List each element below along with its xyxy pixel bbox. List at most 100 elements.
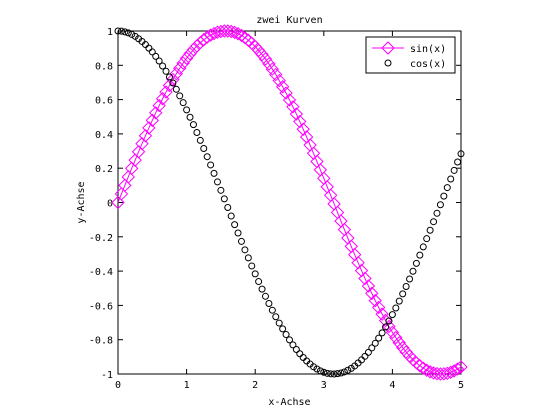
data-point-sin-x (231, 27, 245, 41)
y-tick-label: -0.2 (89, 233, 113, 244)
chart-title: zwei Kurven (256, 15, 322, 26)
data-point-cos-x (323, 369, 331, 377)
y-axis-label: y-Achse (76, 181, 87, 223)
data-point-cos-x (440, 192, 448, 200)
y-tick-label: 0 (107, 199, 113, 210)
data-point-cos-x (241, 246, 249, 254)
data-point-sin-x (361, 279, 376, 293)
y-tick-label: 0.2 (95, 164, 113, 175)
data-point-sin-x (210, 25, 225, 39)
data-point-cos-x (416, 251, 424, 259)
data-point-cos-x (392, 304, 400, 312)
legend-marker-sin-x (381, 41, 395, 55)
data-point-sin-x (296, 122, 310, 136)
y-tick-label: -1 (101, 370, 113, 381)
data-point-cos-x (114, 27, 122, 35)
data-point-cos-x (409, 267, 417, 275)
data-point-sin-x (183, 47, 197, 61)
data-point-cos-x (296, 350, 304, 358)
data-point-sin-x (262, 57, 276, 71)
data-point-cos-x (412, 259, 420, 267)
data-point-cos-x (251, 270, 259, 278)
y-tick-label: 0.4 (95, 130, 113, 141)
data-point-cos-x (210, 169, 218, 177)
data-point-sin-x (293, 114, 307, 129)
data-point-cos-x (200, 144, 208, 152)
data-point-cos-x (364, 348, 372, 356)
data-point-cos-x (117, 27, 125, 35)
series-sin-x (111, 24, 468, 381)
data-point-sin-x (423, 365, 437, 379)
data-point-sin-x (238, 30, 252, 45)
data-point-sin-x (186, 42, 201, 57)
data-point-sin-x (437, 367, 451, 381)
data-point-cos-x (231, 221, 239, 229)
data-point-cos-x (159, 62, 167, 70)
data-point-cos-x (227, 212, 235, 220)
data-point-sin-x (258, 52, 273, 66)
x-tick-label: 2 (252, 380, 258, 391)
data-point-sin-x (416, 361, 430, 375)
data-point-sin-x (224, 24, 238, 39)
x-axis-label: x-Achse (268, 397, 310, 408)
data-point-cos-x (313, 365, 321, 373)
data-point-cos-x (419, 243, 427, 251)
data-point-sin-x (169, 66, 184, 81)
data-point-sin-x (358, 271, 372, 286)
data-point-cos-x (169, 79, 177, 87)
data-point-cos-x (172, 85, 180, 93)
data-point-cos-x (395, 297, 403, 305)
data-point-cos-x (220, 195, 228, 203)
data-point-cos-x (148, 48, 156, 56)
data-point-cos-x (224, 203, 232, 211)
data-point-sin-x (265, 62, 280, 76)
data-point-cos-x (289, 341, 297, 349)
data-point-cos-x (275, 319, 283, 327)
data-point-sin-x (200, 30, 214, 44)
data-point-cos-x (388, 311, 396, 319)
data-point-cos-x (279, 325, 287, 333)
data-point-sin-x (454, 360, 468, 374)
data-point-cos-x (286, 336, 293, 344)
data-point-sin-x (440, 366, 454, 381)
data-point-cos-x (450, 166, 458, 174)
data-point-cos-x (371, 339, 379, 347)
data-point-cos-x (162, 67, 170, 75)
data-point-cos-x (272, 313, 280, 321)
data-point-sin-x (279, 86, 293, 100)
data-point-cos-x (248, 262, 256, 270)
legend-label-cos-x: cos(x) (410, 59, 446, 70)
data-point-cos-x (234, 229, 242, 237)
data-point-sin-x (389, 330, 403, 345)
data-point-cos-x (382, 323, 390, 331)
data-point-cos-x (447, 175, 455, 183)
data-point-sin-x (114, 187, 129, 201)
data-point-sin-x (176, 56, 190, 70)
data-point-cos-x (378, 329, 386, 337)
data-point-cos-x (327, 370, 335, 378)
data-point-sin-x (118, 178, 132, 193)
data-point-cos-x (436, 201, 444, 209)
data-point-cos-x (282, 331, 290, 339)
legend: sin(x) cos(x) (365, 36, 456, 74)
data-point-sin-x (214, 24, 228, 39)
data-point-sin-x (190, 39, 204, 53)
data-point-sin-x (234, 28, 249, 43)
data-point-cos-x (189, 121, 197, 129)
data-point-cos-x (213, 178, 221, 186)
data-point-cos-x (320, 368, 328, 376)
data-point-cos-x (292, 345, 300, 353)
data-point-cos-x (186, 113, 194, 121)
data-point-sin-x (365, 286, 379, 301)
data-point-sin-x (286, 100, 300, 114)
data-point-sin-x (179, 51, 194, 65)
data-point-cos-x (344, 366, 352, 374)
data-point-cos-x (237, 237, 245, 245)
data-point-sin-x (447, 364, 461, 378)
data-point-cos-x (443, 184, 451, 192)
data-point-sin-x (275, 80, 290, 94)
data-point-cos-x (124, 29, 132, 37)
data-point-cos-x (196, 136, 204, 144)
data-point-cos-x (399, 290, 407, 298)
